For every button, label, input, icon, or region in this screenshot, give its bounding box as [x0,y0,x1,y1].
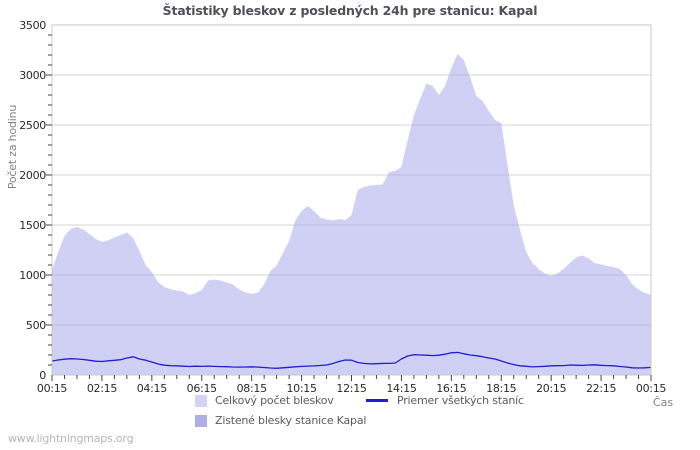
legend-label-station: Zistené blesky stanice Kapal [215,414,367,427]
x-tick-label: 22:15 [586,382,617,395]
y-tick-label: 0 [39,369,46,382]
x-tick-label: 10:15 [286,382,317,395]
legend-item-station: Zistené blesky stanice Kapal [195,414,366,427]
y-tick-label: 1500 [19,219,46,232]
x-tick-label: 16:15 [436,382,467,395]
x-axis-title: Čas [652,396,674,409]
legend-label-average: Priemer všetkých staníc [397,394,524,407]
legend-item-total: Celkový počet bleskov [195,394,334,407]
x-tick-label: 00:15 [636,382,667,395]
x-tick-label: 06:15 [187,382,218,395]
x-tick-label: 00:15 [37,382,68,395]
y-tick-label: 3000 [19,69,46,82]
x-tick-label: 04:15 [137,382,168,395]
legend-item-average: Priemer všetkých staníc [366,394,524,407]
x-tick-label: 12:15 [336,382,367,395]
total-lightning-swatch [195,394,207,407]
x-tick-label: 08:15 [237,382,268,395]
x-tick-label: 02:15 [87,382,118,395]
watermark-url: www.lightningmaps.org [8,432,134,445]
average-line-swatch [366,399,388,402]
y-axis-title: Počet za hodinu [6,104,19,190]
y-tick-label: 500 [26,319,46,332]
y-tick-label: 2500 [19,119,46,132]
y-tick-label: 3500 [19,19,46,32]
legend-label-total: Celkový počet bleskov [215,394,334,407]
x-tick-label: 18:15 [486,382,517,395]
average-line [51,351,652,369]
total-lightning-area [52,54,651,375]
chart-title: Štatistiky bleskov z posledných 24h pre … [162,3,538,18]
station-lightning-swatch [195,414,207,427]
x-tick-label: 20:15 [536,382,567,395]
x-tick-label: 14:15 [386,382,417,395]
y-tick-label: 2000 [19,169,46,182]
y-tick-label: 1000 [19,269,46,282]
